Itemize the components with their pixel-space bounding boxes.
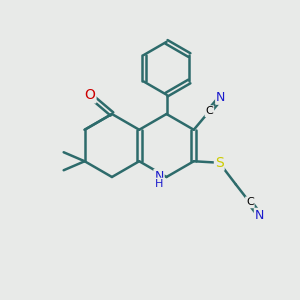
Text: C: C bbox=[246, 197, 254, 207]
Text: N: N bbox=[255, 209, 264, 222]
Text: S: S bbox=[215, 156, 224, 170]
Text: H: H bbox=[155, 178, 163, 189]
Text: N: N bbox=[216, 91, 226, 104]
Text: O: O bbox=[85, 88, 95, 102]
Text: C: C bbox=[206, 106, 213, 116]
Text: N: N bbox=[154, 170, 164, 183]
